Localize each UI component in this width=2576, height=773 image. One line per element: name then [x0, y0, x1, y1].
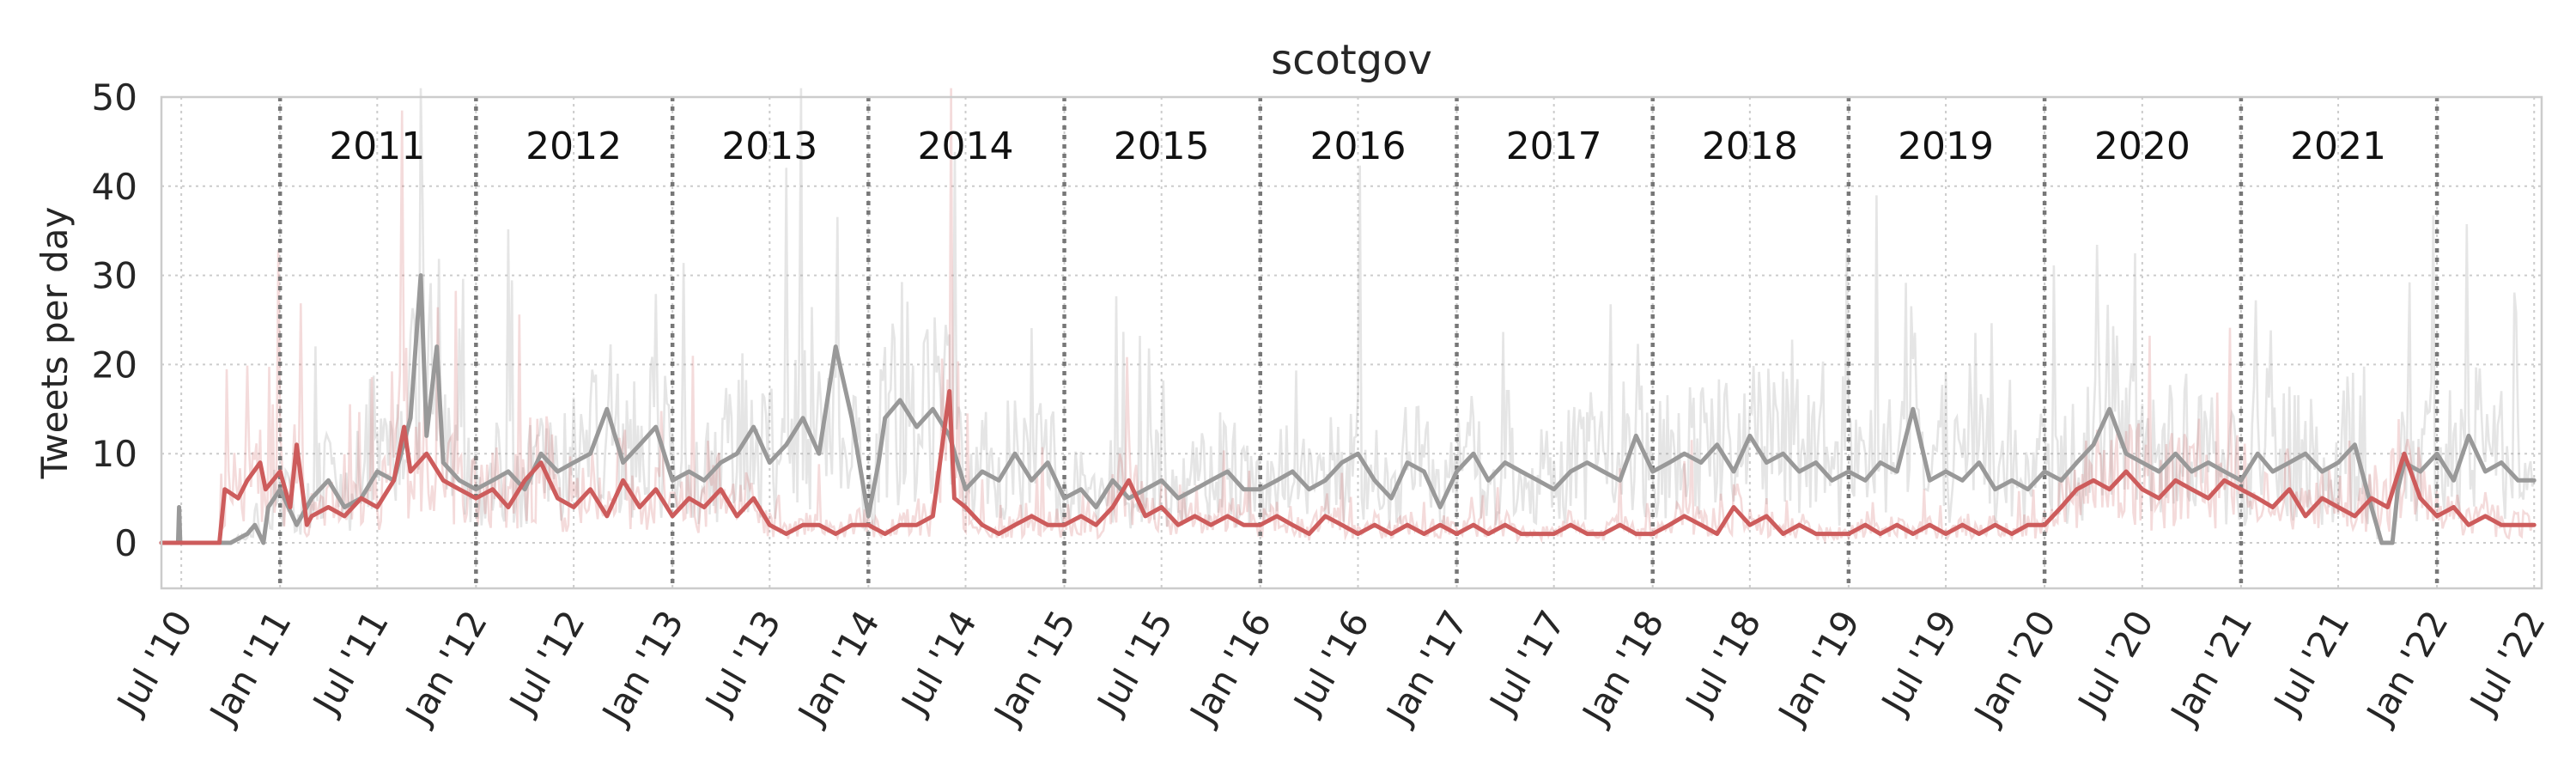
- year-label-layer: 2011 2012 2013 2014 2015 2016 2017 2018 2019 2020…: [329, 125, 2386, 168]
- year-label: 2011: [329, 125, 425, 168]
- year-divider-layer: [277, 97, 2439, 588]
- x-tick-label: Jan '21: [2161, 604, 2260, 733]
- x-tick-label: Jul '17: [1480, 604, 1573, 723]
- y-tick-labels: 0 10 20 30 40 50: [92, 76, 137, 564]
- year-label: 2013: [721, 125, 817, 168]
- y-tick-label: 20: [92, 344, 137, 386]
- x-tick-label: Jul '21: [2264, 604, 2357, 723]
- x-tick-label: Jul '12: [500, 604, 592, 723]
- x-tick-label: Jan '17: [1377, 604, 1476, 733]
- x-tick-label: Jan '11: [200, 604, 299, 733]
- x-tick-label: Jul '10: [107, 604, 200, 723]
- series-line-layer: [159, 273, 2537, 545]
- chart-title: scotgov: [1271, 36, 1432, 84]
- x-tick-label: Jul '22: [2460, 604, 2553, 723]
- y-axis-title: Tweets per day: [33, 207, 76, 480]
- x-tick-label: Jul '16: [1285, 604, 1377, 723]
- x-tick-label: Jan '15: [985, 604, 1084, 733]
- year-label: 2019: [1898, 125, 1994, 168]
- x-tick-label: Jul '15: [1088, 604, 1181, 723]
- plot-area-background: [161, 97, 2542, 588]
- x-tick-label: Jul '20: [2069, 604, 2161, 723]
- x-tick-label: Jan '16: [1181, 604, 1279, 733]
- y-tick-label: 10: [92, 433, 137, 475]
- x-tick-label: Jul '11: [304, 604, 397, 723]
- x-tick-label: Jan '19: [1769, 604, 1868, 733]
- y-tick-label: 50: [92, 76, 137, 119]
- year-label: 2020: [2094, 125, 2190, 168]
- series-line-1: [159, 273, 2537, 545]
- x-tick-label: Jan '18: [1573, 604, 1672, 733]
- x-tick-labels: Jul '10 Jan '11 Jul '11 Jan '12 Jul '12 Jan '…: [107, 604, 2554, 733]
- x-tick-label: Jan '13: [592, 604, 691, 733]
- x-tick-label: Jul '19: [1872, 604, 1965, 723]
- y-tick-label: 30: [92, 255, 137, 297]
- year-label: 2016: [1310, 125, 1406, 168]
- series-line-2: [159, 389, 2537, 545]
- x-tick-label: Jul '13: [696, 604, 789, 723]
- x-tick-label: Jan '12: [397, 604, 495, 733]
- x-tick-label: Jan '22: [2357, 604, 2456, 733]
- year-label: 2015: [1114, 125, 1210, 168]
- year-label: 2018: [1702, 125, 1798, 168]
- year-label: 2017: [1506, 125, 1602, 168]
- x-tick-label: Jan '14: [789, 604, 888, 733]
- year-label: 2021: [2290, 125, 2386, 168]
- x-tick-label: Jan '20: [1965, 604, 2063, 733]
- year-label: 2012: [526, 125, 622, 168]
- y-tick-label: 0: [114, 522, 137, 564]
- x-tick-label: Jul '14: [892, 604, 985, 723]
- plot-area-frame: [160, 95, 2543, 590]
- year-label: 2014: [918, 125, 1014, 168]
- y-tick-label: 40: [92, 166, 137, 208]
- x-tick-label: Jul '18: [1676, 604, 1769, 723]
